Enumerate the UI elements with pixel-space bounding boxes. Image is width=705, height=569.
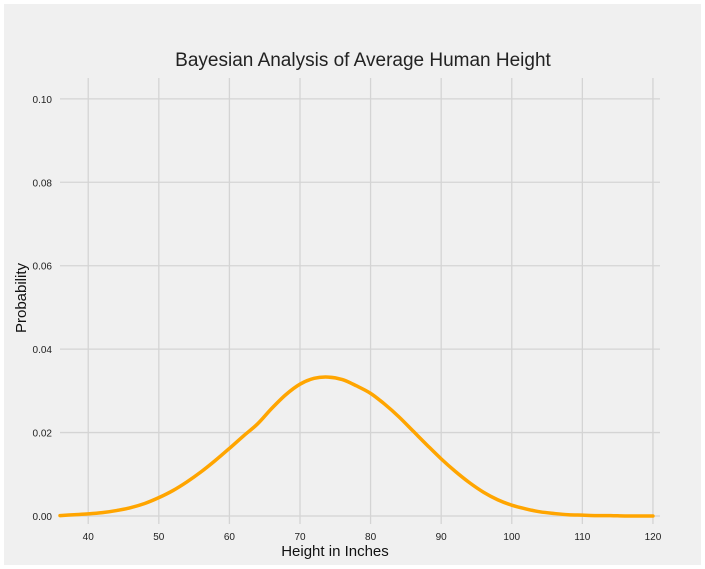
x-tick-label: 40 [83, 532, 95, 543]
y-tick-labels: 0.00 0.02 0.04 0.06 0.08 0.10 [33, 95, 53, 523]
y-tick-label: 0.04 [33, 345, 53, 356]
y-tick-label: 0.02 [33, 429, 53, 440]
y-tick-label: 0.00 [33, 512, 53, 523]
y-tick-label: 0.06 [33, 262, 53, 273]
y-tick-label: 0.10 [33, 95, 53, 106]
x-tick-label: 110 [574, 532, 590, 543]
x-tick-label: 90 [436, 532, 448, 543]
x-tick-label: 60 [224, 532, 236, 543]
x-tick-label: 70 [294, 532, 306, 543]
plot-background [4, 4, 701, 565]
y-tick-label: 0.08 [33, 178, 53, 189]
x-tick-label: 100 [503, 532, 520, 543]
x-tick-label: 50 [153, 532, 165, 543]
series-line [58, 375, 655, 518]
chart-title: Bayesian Analysis of Average Human Heigh… [175, 50, 551, 71]
x-axis-label: Height in Inches [281, 543, 389, 560]
y-axis-label: Probability [13, 262, 30, 333]
x-tick-labels: 40 50 60 70 80 90 100 110 120 [83, 532, 662, 543]
grid-layer [60, 78, 660, 524]
x-tick-label: 80 [365, 532, 377, 543]
series-layer [58, 375, 655, 518]
x-tick-label: 120 [645, 532, 662, 543]
